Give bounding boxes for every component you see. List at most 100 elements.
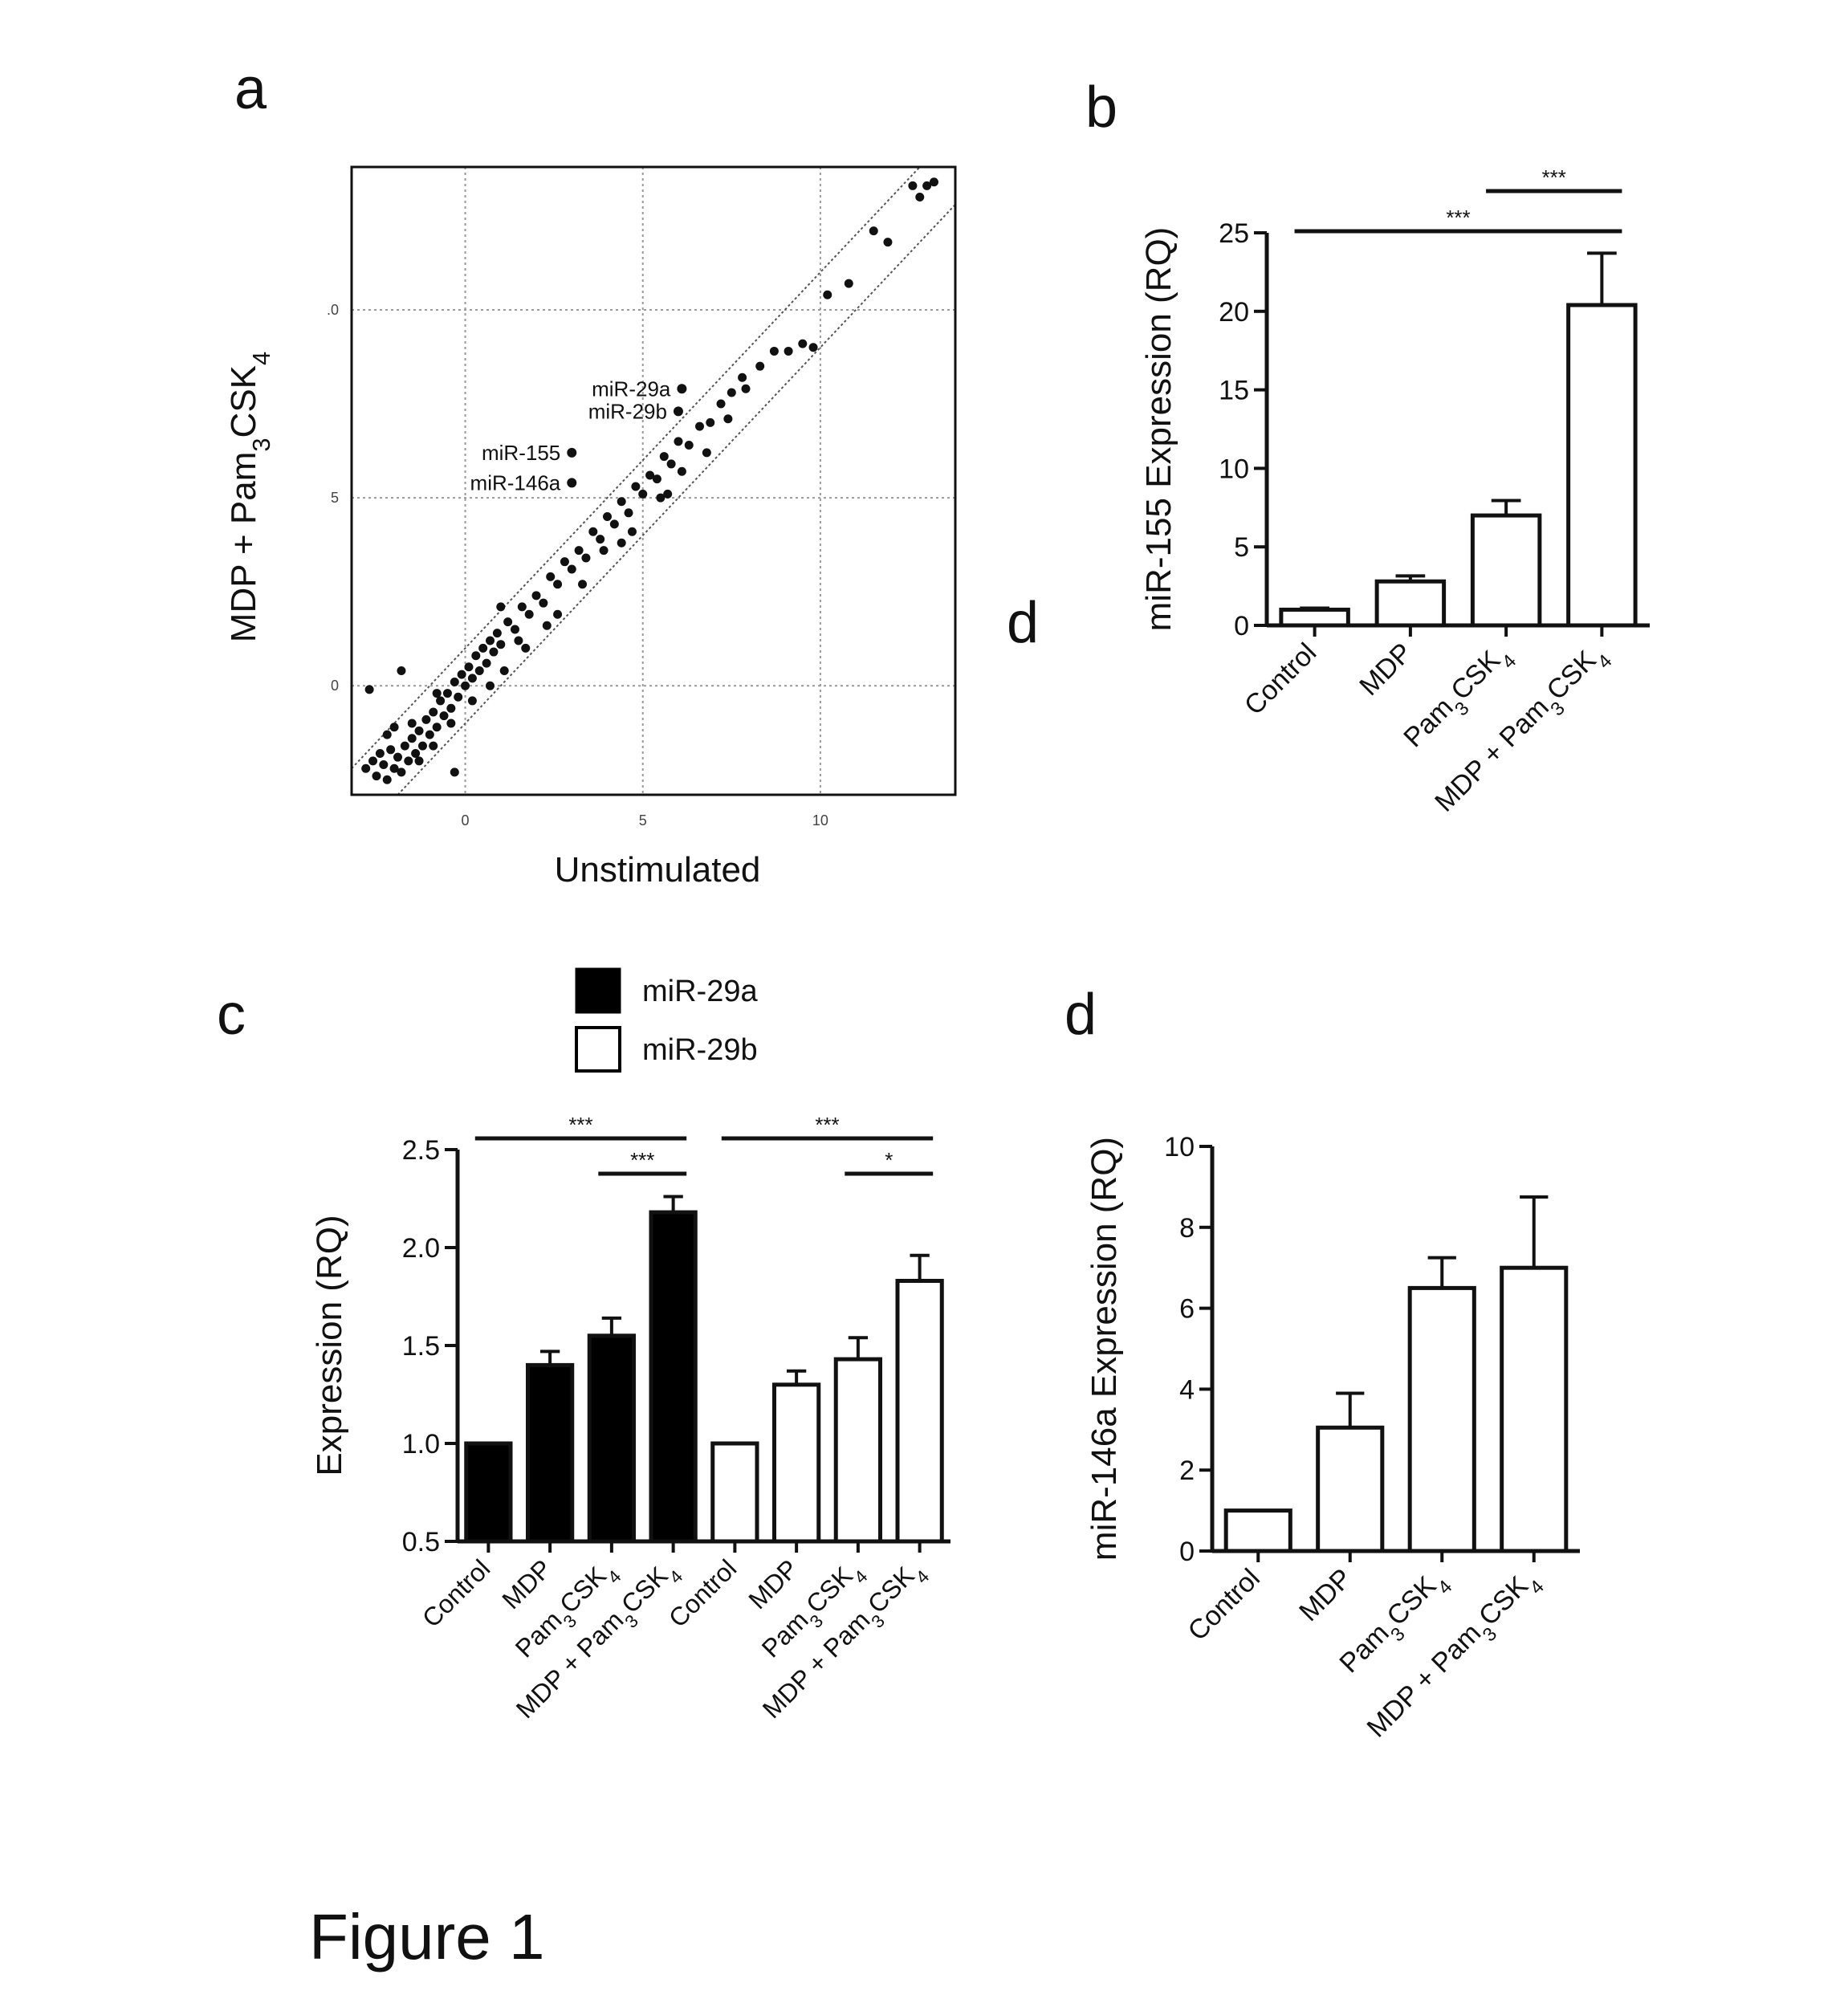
scatter-point-35 (489, 648, 498, 657)
scatter-point-90 (521, 644, 530, 653)
scatter-point-100 (365, 685, 374, 694)
scatter-point-34 (486, 637, 495, 645)
scatter-point-95 (702, 448, 711, 457)
scatter-point-23 (446, 704, 455, 713)
scatter-point-44 (546, 572, 555, 581)
scatter-point-98 (450, 767, 459, 776)
scatter-point-106 (678, 467, 686, 476)
scatter-point-53 (610, 519, 619, 528)
y-tick-label-25: 25 (1219, 218, 1249, 249)
scatter-point-27 (461, 682, 470, 690)
significance-label-2: *** (815, 1113, 839, 1137)
y-tick-label-0: 0 (1234, 611, 1249, 641)
scatter-point-30 (471, 651, 480, 660)
scatter-point-108 (514, 637, 523, 645)
scatter-point-8 (393, 753, 402, 762)
y-tick-label-2: 2.0 (402, 1233, 440, 1264)
y-tick-label-0: 0 (1179, 1537, 1195, 1567)
bar-mir-29a-control (466, 1443, 511, 1541)
y-tick-label-5: 5 (331, 490, 339, 506)
bar-mir-29a-mdp-pam3csk4 (651, 1212, 695, 1541)
bar-pam3csk4 (1410, 1288, 1474, 1551)
y-tick-label-20: 20 (1219, 297, 1249, 328)
scatter-point-9 (397, 767, 405, 776)
scatter-point-18 (429, 707, 438, 716)
y-tick-label-15: 15 (1219, 376, 1249, 406)
scatter-point-91 (390, 723, 399, 731)
scatter-point-60 (660, 452, 669, 461)
scatter-point-3 (376, 749, 385, 758)
scatter-point-96 (723, 414, 732, 423)
scatter-point-64 (695, 422, 704, 431)
scatter-point-66 (717, 400, 726, 409)
scatter-point-75 (823, 291, 832, 299)
panel-a-x-axis-title: Unstimulated (555, 850, 761, 890)
annotation-point-mir-155 (567, 448, 576, 458)
scatter-point-72 (784, 347, 793, 356)
panel-letter-d: d (1064, 983, 1097, 1047)
annotation-label-mir-29b: miR-29b (588, 399, 667, 423)
scatter-point-78 (883, 238, 892, 246)
panel-letter-d-stray: d (1007, 591, 1039, 655)
scatter-point-70 (755, 362, 764, 371)
bar-control (1226, 1511, 1290, 1551)
y-tick-label-10: 10 (1219, 454, 1249, 484)
scatter-point-32 (478, 644, 487, 653)
panel-b-y-axis-title: miR-155 Expression (RQ) (1139, 227, 1178, 632)
scatter-point-109 (429, 742, 438, 751)
scatter-point-33 (482, 659, 491, 668)
scatter-point-74 (809, 343, 818, 352)
scatter-point-52 (603, 512, 612, 521)
y-tick-label-2.5: 2.5 (402, 1135, 440, 1166)
y-tick-label-10: 10 (1164, 1132, 1195, 1162)
annotation-point-mir-29a (677, 384, 686, 393)
scatter-point-86 (500, 666, 509, 675)
scatter-point-62 (674, 437, 682, 446)
scatter-point-26 (458, 670, 466, 679)
legend-label-mir-29a: miR-29a (642, 975, 758, 1008)
scatter-point-104 (663, 490, 672, 499)
significance-label-3: * (885, 1148, 893, 1172)
panel-letter-c: c (217, 983, 246, 1047)
panel-c-y-axis-title: Expression (RQ) (310, 1215, 349, 1476)
scatter-point-85 (468, 696, 477, 705)
annotation-label-mir-155: miR-155 (482, 441, 560, 465)
scatter-point-42 (532, 591, 541, 600)
scatter-point-102 (496, 602, 505, 611)
x-tick-label-0: 0 (462, 812, 470, 828)
scatter-point-56 (631, 482, 640, 491)
bar-control (1281, 609, 1348, 625)
annotation-point-mir-146a (567, 478, 576, 487)
scatter-point-4 (379, 760, 388, 769)
scatter-point-29 (468, 674, 477, 682)
scatter-point-17 (425, 731, 434, 739)
scatter-point-99 (486, 682, 495, 690)
y-tick-label-0: 0 (331, 678, 339, 694)
bar-mdp-pam3csk4 (1502, 1268, 1566, 1551)
panel-d-y-axis-title: miR-146a Expression (RQ) (1085, 1137, 1124, 1561)
y-tick-label-8: 8 (1179, 1213, 1195, 1244)
scatter-point-39 (511, 625, 519, 633)
scatter-point-101 (397, 666, 405, 675)
scatter-point-48 (575, 546, 584, 555)
scatter-point-38 (503, 617, 512, 626)
y-tick-label-1.5: 1.5 (402, 1331, 440, 1362)
scatter-point-14 (415, 727, 424, 735)
scatter-point-2 (372, 771, 381, 780)
scatter-point-49 (581, 553, 590, 562)
scatter-point-15 (418, 742, 427, 751)
scatter-point-40 (518, 602, 527, 611)
legend-swatch-mir-29a (576, 969, 620, 1012)
scatter-point-16 (421, 715, 430, 724)
significance-label-0: *** (1446, 206, 1470, 230)
x-tick-label-10: 10 (812, 812, 828, 828)
y-tick-label-10: .0 (327, 302, 339, 318)
scatter-point-22 (443, 689, 452, 698)
scatter-point-105 (553, 610, 562, 619)
annotation-label-mir-29a: miR-29a (592, 377, 671, 401)
scatter-point-50 (588, 527, 597, 536)
scatter-point-88 (578, 580, 587, 588)
scatter-point-47 (568, 565, 576, 574)
bar-mir-29a-pam3csk4 (589, 1336, 633, 1541)
